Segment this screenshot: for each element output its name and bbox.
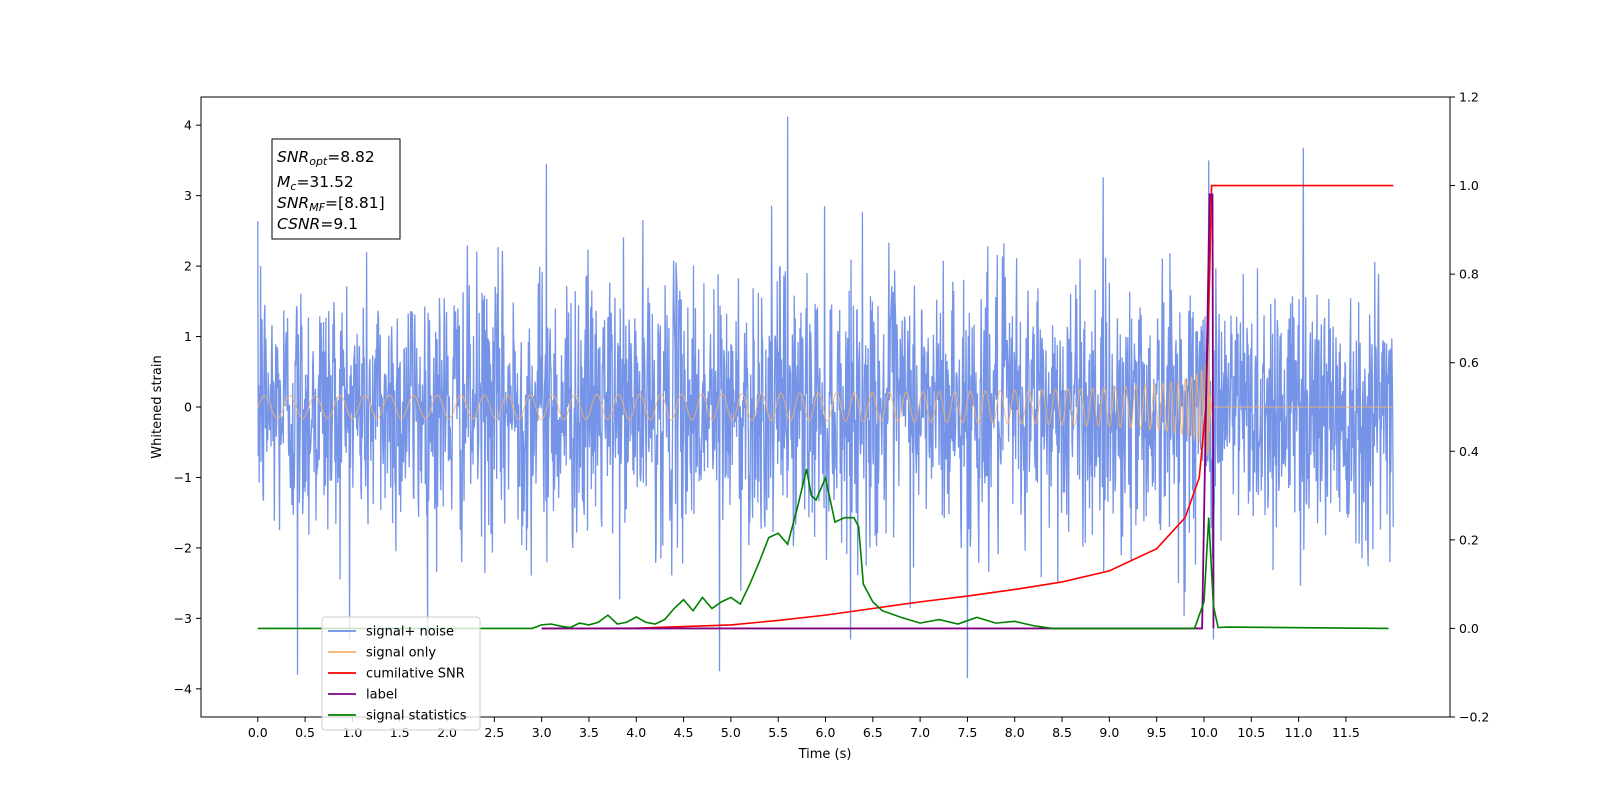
y2-tick-label: 0.2 (1459, 532, 1479, 547)
x-tick-label: 7.5 (957, 725, 977, 740)
mc-name: M (277, 173, 290, 191)
y-tick-label: −3 (174, 611, 192, 626)
x-tick-label: 0.0 (248, 725, 268, 740)
x-tick-label: 2.5 (484, 725, 504, 740)
annotation-box: SNRopt=8.82 Mc=31.52 SNRMF=[8.81] CSNR=9… (271, 138, 401, 240)
snr-mf-text: SNRMF=[8.81] (277, 194, 385, 214)
snr-mf-name: SNR (277, 194, 309, 212)
snr-opt-sub: opt (309, 155, 328, 168)
legend-label: signal statistics (366, 709, 467, 724)
legend-frame (321, 616, 481, 731)
snr-opt-value: =8.82 (327, 148, 375, 166)
x-tick-label: 9.0 (1099, 725, 1119, 740)
legend-label: cumilative SNR (366, 667, 465, 682)
y2-tick-label: −0.2 (1459, 710, 1489, 725)
x-tick-label: 6.5 (863, 725, 883, 740)
annotation-frame (271, 138, 401, 240)
x-tick-label: 5.5 (768, 725, 788, 740)
x-tick-label: 4.5 (674, 725, 694, 740)
csnr-value: =9.1 (320, 215, 358, 233)
y-tick-label: 0 (184, 400, 192, 415)
x-tick-label: 0.5 (295, 725, 315, 740)
x-tick-label: 3.5 (579, 725, 599, 740)
x-tick-label: 6.0 (816, 725, 836, 740)
x-tick-label: 5.0 (721, 725, 741, 740)
y-tick-label: 4 (184, 118, 192, 133)
y-tick-label: −2 (174, 540, 192, 555)
snr-mf-sub: MF (309, 201, 325, 214)
x-tick-label: 11.0 (1285, 725, 1313, 740)
y-tick-label: 3 (184, 188, 192, 203)
x-tick-label: 11.5 (1332, 725, 1360, 740)
series-signal-noise-line (257, 116, 1394, 679)
csnr-text: CSNR=9.1 (277, 215, 358, 233)
csnr-name: CSNR (277, 215, 320, 233)
snr-mf-value: =[8.81] (325, 194, 385, 212)
plot-area (257, 116, 1394, 679)
y2-tick-label: 0.8 (1459, 267, 1479, 282)
series-label-line (541, 193, 1215, 630)
legend-label: label (366, 688, 397, 703)
legend-label: signal+ noise (366, 625, 454, 640)
y-axis-label: Whitened strain (150, 355, 165, 458)
y2-tick-label: 0.0 (1459, 621, 1479, 636)
snr-opt-name: SNR (277, 148, 309, 166)
legend: signal+ noise signal only cumilative SNR la… (321, 616, 481, 731)
x-axis-label: Time (s) (798, 747, 852, 762)
x-tick-label: 3.0 (532, 725, 552, 740)
legend-label: signal only (366, 646, 436, 661)
x-tick-label: 8.5 (1052, 725, 1072, 740)
mc-value: =31.52 (296, 173, 353, 191)
y-tick-label: 2 (184, 259, 192, 274)
y-tick-label: 1 (184, 329, 192, 344)
x-tick-label: 9.5 (1147, 725, 1167, 740)
series-signal-only-line (257, 343, 1394, 457)
x-tick-label: 10.0 (1190, 725, 1218, 740)
y-tick-label: −4 (174, 681, 192, 696)
snr-opt-text: SNRopt=8.82 (277, 148, 375, 168)
x-tick-label: 10.5 (1237, 725, 1265, 740)
x-tick-label: 4.0 (626, 725, 646, 740)
mc-text: Mc=31.52 (277, 173, 354, 193)
series-signal-statistics-line (257, 468, 1389, 630)
y2-tick-label: 1.0 (1459, 178, 1479, 193)
y2-tick-label: 0.6 (1459, 355, 1479, 370)
y2-tick-label: 1.2 (1459, 90, 1479, 105)
x-tick-label: 7.0 (910, 725, 930, 740)
mc-sub: c (290, 180, 296, 193)
y2-tick-label: 0.4 (1459, 444, 1479, 459)
y-tick-label: −1 (174, 470, 192, 485)
x-tick-label: 8.0 (1005, 725, 1025, 740)
